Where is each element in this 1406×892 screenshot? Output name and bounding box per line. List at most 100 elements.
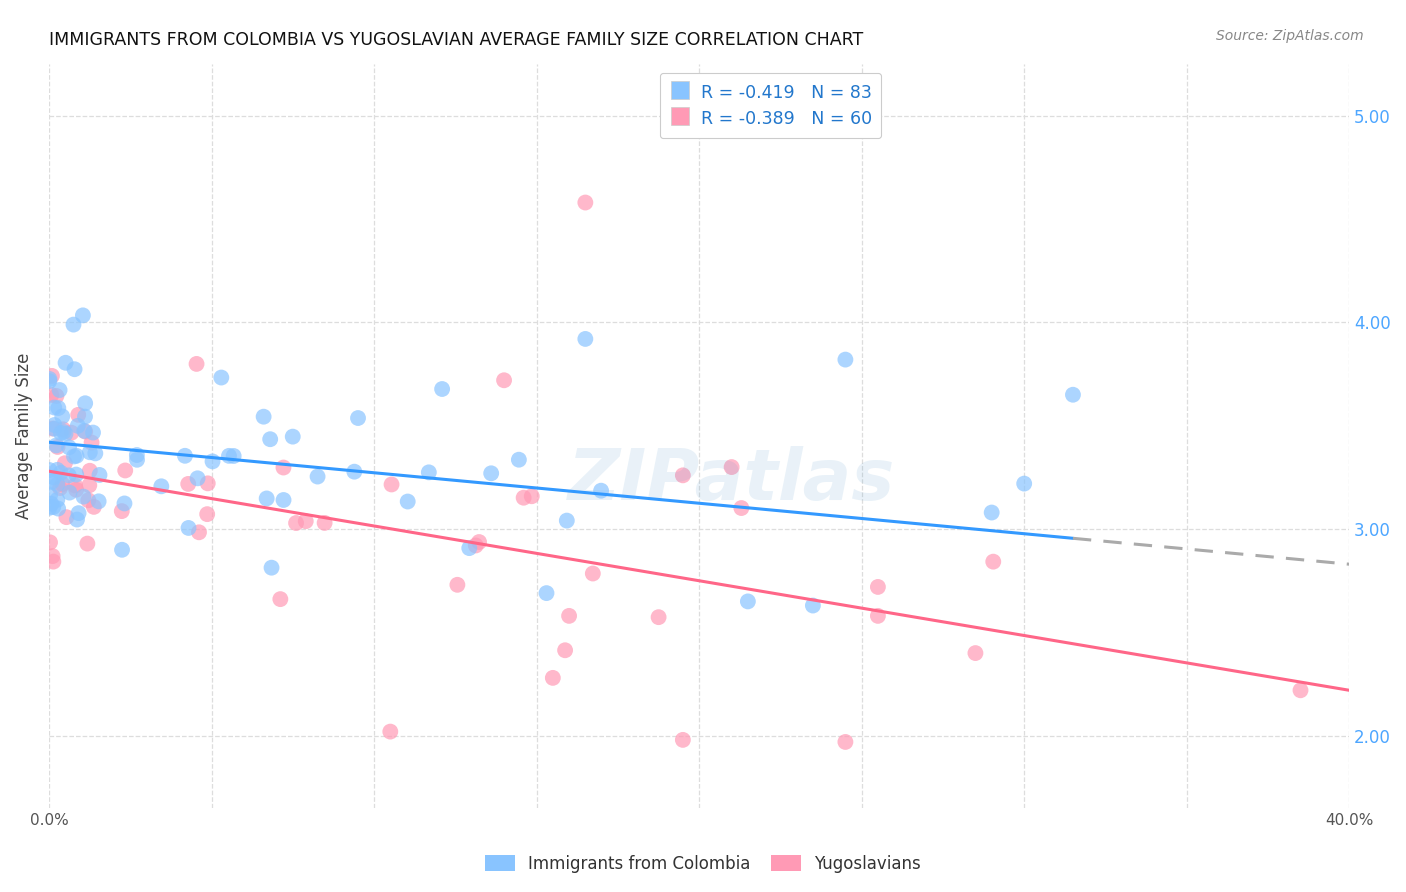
Yugoslavians	[1289, 683, 1312, 698]
Immigrants from Colombia	[260, 560, 283, 574]
Immigrants from Colombia	[343, 465, 366, 479]
Immigrants from Colombia	[44, 417, 66, 432]
Immigrants from Colombia	[52, 425, 75, 439]
Yugoslavians	[446, 578, 468, 592]
Yugoslavians	[77, 493, 100, 508]
Yugoslavians	[582, 566, 605, 581]
Yugoslavians	[647, 610, 669, 624]
Immigrants from Colombia	[72, 309, 94, 323]
Immigrants from Colombia	[87, 494, 110, 508]
Immigrants from Colombia	[38, 500, 60, 515]
Immigrants from Colombia	[58, 468, 80, 483]
Yugoslavians	[294, 514, 316, 528]
Yugoslavians	[195, 507, 218, 521]
Yugoslavians	[273, 460, 295, 475]
Yugoslavians	[269, 592, 291, 607]
Yugoslavians	[197, 476, 219, 491]
Yugoslavians	[541, 671, 564, 685]
Yugoslavians	[188, 525, 211, 540]
Immigrants from Colombia	[55, 356, 77, 370]
Immigrants from Colombia	[41, 475, 63, 489]
Immigrants from Colombia	[84, 446, 107, 460]
Immigrants from Colombia	[72, 490, 94, 504]
Yugoslavians	[558, 608, 581, 623]
Immigrants from Colombia	[65, 467, 87, 482]
Immigrants from Colombia	[396, 494, 419, 508]
Immigrants from Colombia	[111, 542, 134, 557]
Immigrants from Colombia	[801, 599, 824, 613]
Immigrants from Colombia	[458, 541, 481, 555]
Immigrants from Colombia	[44, 401, 66, 415]
Immigrants from Colombia	[38, 463, 60, 477]
Yugoslavians	[186, 357, 208, 371]
Immigrants from Colombia	[65, 449, 87, 463]
Immigrants from Colombia	[430, 382, 453, 396]
Immigrants from Colombia	[418, 466, 440, 480]
Immigrants from Colombia	[44, 422, 66, 436]
Yugoslavians	[111, 504, 134, 518]
Immigrants from Colombia	[1012, 476, 1035, 491]
Yugoslavians	[730, 501, 752, 516]
Immigrants from Colombia	[46, 501, 69, 516]
Yugoslavians	[63, 478, 86, 492]
Immigrants from Colombia	[75, 396, 97, 410]
Immigrants from Colombia	[737, 594, 759, 608]
Yugoslavians	[42, 555, 65, 569]
Immigrants from Colombia	[259, 432, 281, 446]
Yugoslavians	[49, 481, 72, 495]
Immigrants from Colombia	[58, 485, 80, 500]
Yugoslavians	[494, 373, 516, 387]
Yugoslavians	[866, 580, 889, 594]
Immigrants from Colombia	[48, 383, 70, 397]
Yugoslavians	[512, 491, 534, 505]
Immigrants from Colombia	[150, 479, 173, 493]
Yugoslavians	[866, 608, 889, 623]
Yugoslavians	[314, 516, 336, 530]
Text: ZIPatlas: ZIPatlas	[568, 446, 896, 516]
Immigrants from Colombia	[347, 411, 370, 425]
Immigrants from Colombia	[82, 425, 104, 440]
Immigrants from Colombia	[273, 493, 295, 508]
Immigrants from Colombia	[1062, 388, 1084, 402]
Yugoslavians	[114, 463, 136, 477]
Yugoslavians	[39, 535, 62, 549]
Yugoslavians	[52, 422, 75, 436]
Immigrants from Colombia	[66, 512, 89, 526]
Immigrants from Colombia	[46, 492, 69, 507]
Yugoslavians	[46, 440, 69, 454]
Yugoslavians	[41, 388, 63, 402]
Immigrants from Colombia	[39, 488, 62, 502]
Yugoslavians	[76, 536, 98, 550]
Immigrants from Colombia	[508, 452, 530, 467]
Y-axis label: Average Family Size: Average Family Size	[15, 353, 32, 519]
Yugoslavians	[79, 464, 101, 478]
Yugoslavians	[554, 643, 576, 657]
Immigrants from Colombia	[63, 450, 86, 464]
Yugoslavians	[41, 421, 63, 435]
Immigrants from Colombia	[58, 441, 80, 455]
Text: IMMIGRANTS FROM COLOMBIA VS YUGOSLAVIAN AVERAGE FAMILY SIZE CORRELATION CHART: IMMIGRANTS FROM COLOMBIA VS YUGOSLAVIAN …	[49, 31, 863, 49]
Immigrants from Colombia	[42, 470, 65, 484]
Immigrants from Colombia	[479, 467, 502, 481]
Immigrants from Colombia	[574, 332, 596, 346]
Yugoslavians	[41, 549, 63, 563]
Immigrants from Colombia	[38, 374, 60, 388]
Immigrants from Colombia	[66, 418, 89, 433]
Yugoslavians	[60, 425, 83, 440]
Immigrants from Colombia	[187, 471, 209, 485]
Immigrants from Colombia	[51, 409, 73, 424]
Immigrants from Colombia	[252, 409, 274, 424]
Yugoslavians	[75, 425, 97, 439]
Immigrants from Colombia	[73, 409, 96, 424]
Yugoslavians	[67, 408, 90, 422]
Immigrants from Colombia	[174, 449, 197, 463]
Immigrants from Colombia	[73, 424, 96, 438]
Yugoslavians	[464, 539, 486, 553]
Immigrants from Colombia	[222, 449, 245, 463]
Immigrants from Colombia	[201, 454, 224, 468]
Yugoslavians	[45, 389, 67, 403]
Yugoslavians	[468, 535, 491, 549]
Yugoslavians	[83, 500, 105, 514]
Yugoslavians	[285, 516, 308, 530]
Immigrants from Colombia	[555, 514, 578, 528]
